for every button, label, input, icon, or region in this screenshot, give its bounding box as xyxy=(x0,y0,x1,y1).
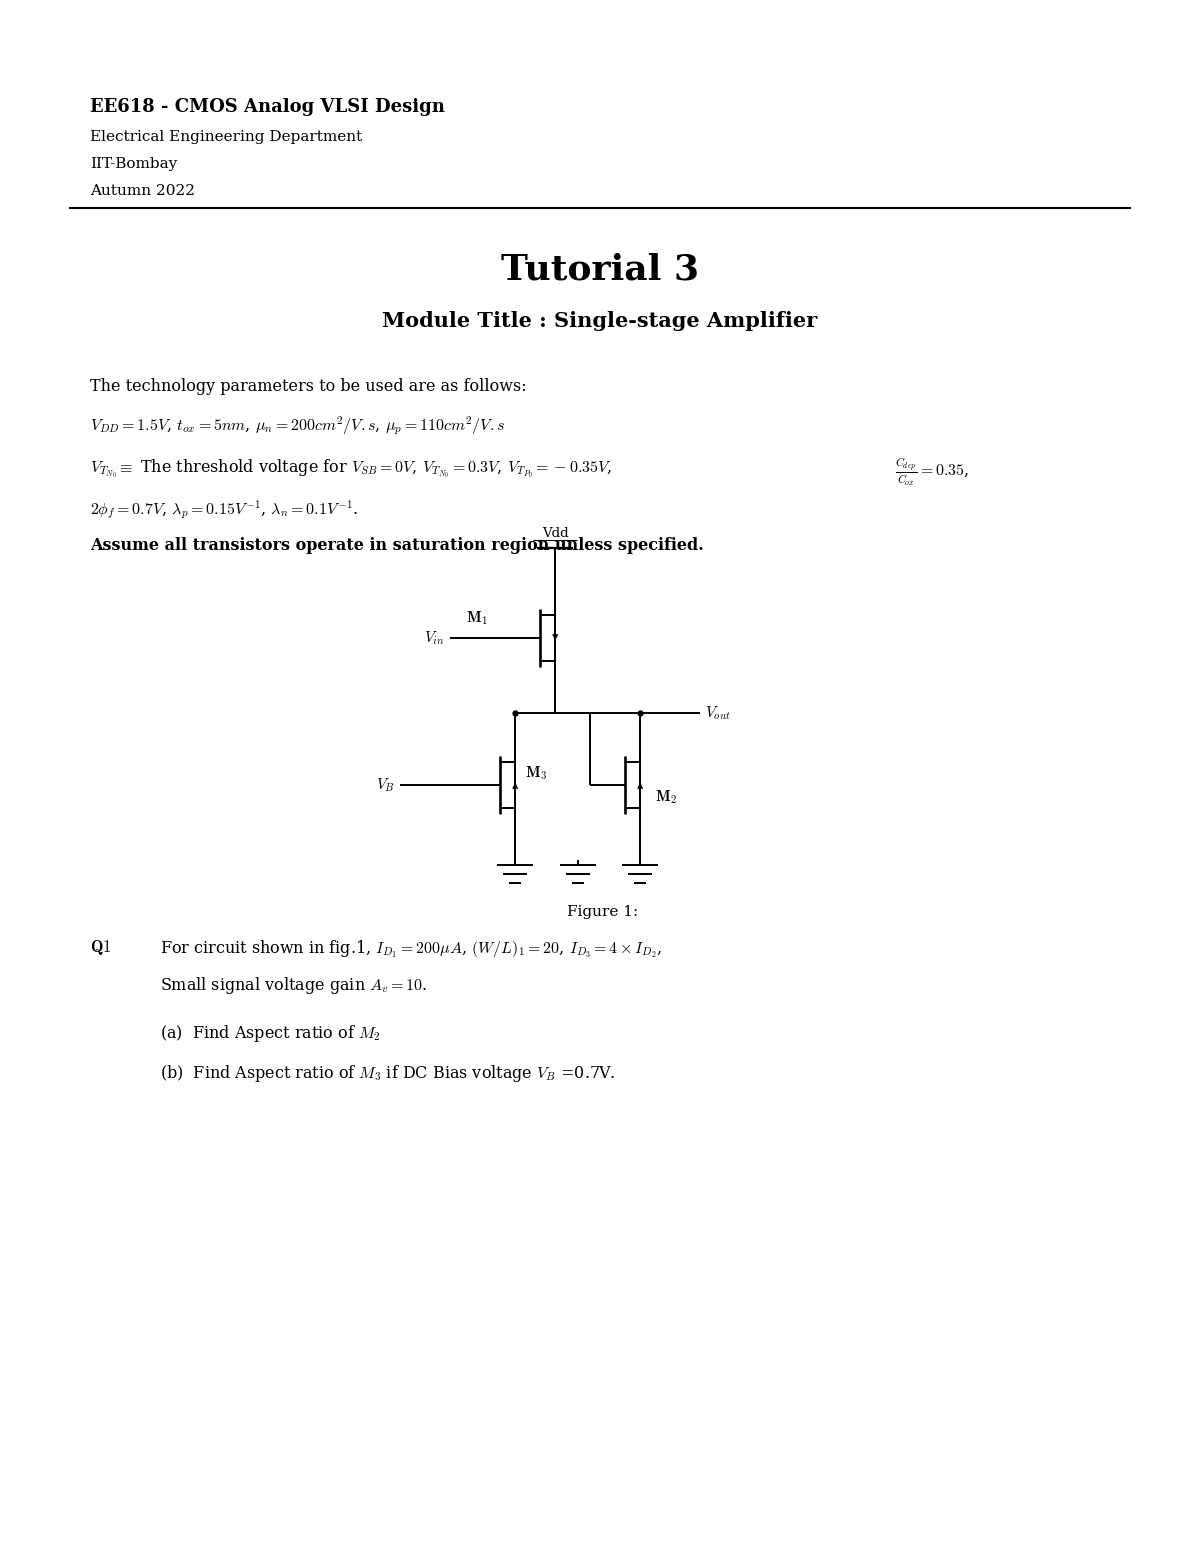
Text: Module Title : Single-stage Amplifier: Module Title : Single-stage Amplifier xyxy=(383,311,817,331)
Text: $2\phi_f = 0.7V$, $\lambda_p = 0.15V^{-1}$, $\lambda_n = 0.1V^{-1}$.: $2\phi_f = 0.7V$, $\lambda_p = 0.15V^{-1… xyxy=(90,499,359,522)
Text: For circuit shown in fig.1, $I_{D_1} = 200\mu A$, $(W/L)_1 = 20$, $I_{D_3} = 4 \: For circuit shown in fig.1, $I_{D_1} = 2… xyxy=(160,938,662,960)
Text: Electrical Engineering Department: Electrical Engineering Department xyxy=(90,130,362,144)
Text: Figure 1:: Figure 1: xyxy=(566,905,638,919)
Text: $\mathbf{M_1}$: $\mathbf{M_1}$ xyxy=(466,610,487,627)
Text: IIT-Bombay: IIT-Bombay xyxy=(90,157,178,171)
Text: $\mathbf{M_3}$: $\mathbf{M_3}$ xyxy=(526,764,547,781)
Text: $V_{DD} = 1.5V$, $t_{ox} = 5nm$, $\mu_n = 200cm^2/V.s$, $\mu_p = 110cm^2/V.s$: $V_{DD} = 1.5V$, $t_{ox} = 5nm$, $\mu_n … xyxy=(90,415,505,438)
Text: The technology parameters to be used are as follows:: The technology parameters to be used are… xyxy=(90,377,527,394)
Text: $\mathbf{M_2}$: $\mathbf{M_2}$ xyxy=(655,789,677,806)
Text: $V_{out}$: $V_{out}$ xyxy=(706,704,731,722)
Text: Assume all transistors operate in saturation region unless specified.: Assume all transistors operate in satura… xyxy=(90,537,703,554)
Text: $\mathbf{Q1}$: $\mathbf{Q1}$ xyxy=(90,938,112,957)
Text: $V_B$: $V_B$ xyxy=(376,776,395,794)
Text: Small signal voltage gain $A_v = 10$.: Small signal voltage gain $A_v = 10$. xyxy=(160,975,427,995)
Text: $V_{T_{N_0}} \equiv$ The threshold voltage for $V_{SB} = 0V$, $V_{T_{N_0}} = 0.3: $V_{T_{N_0}} \equiv$ The threshold volta… xyxy=(90,457,612,480)
Text: (a)  Find Aspect ratio of $M_2$: (a) Find Aspect ratio of $M_2$ xyxy=(160,1023,380,1044)
Text: $\frac{C_{dep}}{C_{ox}} = 0.35$,: $\frac{C_{dep}}{C_{ox}} = 0.35$, xyxy=(895,457,970,488)
Text: (b)  Find Aspect ratio of $M_3$ if DC Bias voltage $V_B$ =0.7V.: (b) Find Aspect ratio of $M_3$ if DC Bia… xyxy=(160,1062,616,1084)
Text: Autumn 2022: Autumn 2022 xyxy=(90,183,194,197)
Text: Tutorial 3: Tutorial 3 xyxy=(500,253,700,287)
Text: $V_{in}$: $V_{in}$ xyxy=(425,629,445,646)
Text: Vdd: Vdd xyxy=(542,526,569,540)
Text: EE618 - CMOS Analog VLSI Design: EE618 - CMOS Analog VLSI Design xyxy=(90,98,445,116)
